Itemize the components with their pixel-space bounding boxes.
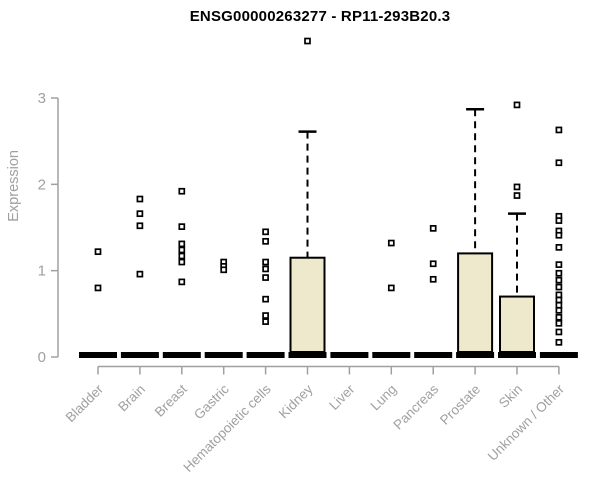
boxplot-group — [246, 228, 285, 358]
data-point — [262, 237, 269, 245]
x-axis-label: Brain — [115, 382, 148, 415]
boxplot-group — [372, 239, 411, 358]
boxplot-group — [414, 225, 453, 358]
data-point — [178, 246, 186, 254]
data-point — [220, 266, 228, 274]
data-point — [555, 319, 563, 327]
data-point — [94, 284, 102, 292]
data-point — [178, 258, 186, 266]
data-point — [262, 274, 269, 281]
x-axis-label: Liver — [326, 381, 358, 413]
data-point — [555, 217, 563, 224]
y-axis-tick-label: 0 — [38, 349, 46, 366]
median-bar — [288, 352, 327, 358]
data-point — [178, 240, 186, 248]
data-point — [178, 223, 186, 230]
median-bar — [246, 352, 285, 358]
median-bar — [162, 352, 201, 358]
data-point — [555, 231, 563, 239]
data-point — [304, 37, 311, 45]
x-axis-label: Gastric — [191, 381, 232, 422]
x-axis-label: Pancreas — [390, 381, 441, 432]
data-point — [555, 261, 563, 268]
data-point — [555, 313, 563, 321]
x-axis-label: Bladder — [63, 381, 107, 425]
data-point — [262, 295, 269, 303]
data-point — [555, 291, 563, 299]
boxplot-group — [79, 248, 117, 358]
data-point — [262, 318, 269, 325]
boxplot-group — [330, 352, 369, 358]
data-point — [555, 244, 563, 251]
x-axis-label: Unknown / Other — [485, 381, 568, 464]
data-point — [136, 210, 144, 218]
box-rect — [457, 252, 494, 353]
x-axis-label: Lung — [368, 382, 400, 414]
data-point — [262, 312, 269, 319]
data-point — [262, 228, 269, 236]
box-rect — [289, 256, 326, 354]
data-point — [429, 275, 437, 283]
boxplot-group — [498, 101, 536, 358]
boxplot-group — [120, 195, 159, 358]
data-point — [178, 252, 186, 260]
data-point — [555, 276, 563, 284]
y-axis-tick-label: 3 — [38, 90, 46, 107]
data-point — [555, 328, 563, 336]
x-axis-label: Prostate — [437, 382, 483, 428]
data-point — [136, 222, 144, 230]
data-point — [555, 126, 563, 134]
median-bar — [79, 352, 117, 358]
x-axis-label: Skin — [496, 382, 525, 411]
data-point — [513, 101, 521, 109]
boxplot-group — [288, 37, 327, 358]
y-axis-tick-label: 1 — [38, 263, 46, 280]
median-bar — [456, 352, 495, 358]
median-bar — [204, 352, 243, 358]
median-bar — [414, 352, 453, 358]
data-point — [555, 283, 563, 291]
data-point — [513, 183, 521, 191]
median-bar — [330, 352, 369, 358]
data-point — [555, 159, 563, 167]
data-point — [94, 248, 102, 256]
boxplot-group — [539, 126, 578, 358]
boxplot-group — [162, 187, 201, 358]
data-point — [262, 258, 269, 266]
data-point — [178, 278, 186, 286]
median-bar — [372, 352, 411, 358]
boxplot-group — [204, 258, 243, 358]
data-point — [555, 269, 563, 277]
data-point — [555, 338, 563, 346]
data-point — [136, 270, 144, 278]
x-axis-label: Breast — [152, 381, 190, 419]
boxplot-group — [456, 107, 495, 358]
data-point — [513, 192, 521, 199]
data-point — [136, 195, 144, 203]
data-point — [555, 307, 563, 314]
data-point — [387, 284, 395, 292]
chart-title: ENSG00000263277 - RP11-293B20.3 — [189, 8, 451, 25]
x-axis-label: Kidney — [276, 381, 316, 421]
median-bar — [120, 352, 159, 358]
median-bar — [539, 352, 578, 358]
data-point — [178, 187, 186, 195]
data-point — [429, 225, 437, 232]
data-point — [429, 260, 437, 268]
box-rect — [499, 295, 535, 354]
y-axis-tick-label: 2 — [38, 176, 46, 193]
data-point — [262, 265, 269, 273]
data-point — [555, 301, 563, 309]
data-point — [387, 239, 395, 247]
median-bar — [498, 352, 536, 358]
data-point — [555, 296, 563, 304]
